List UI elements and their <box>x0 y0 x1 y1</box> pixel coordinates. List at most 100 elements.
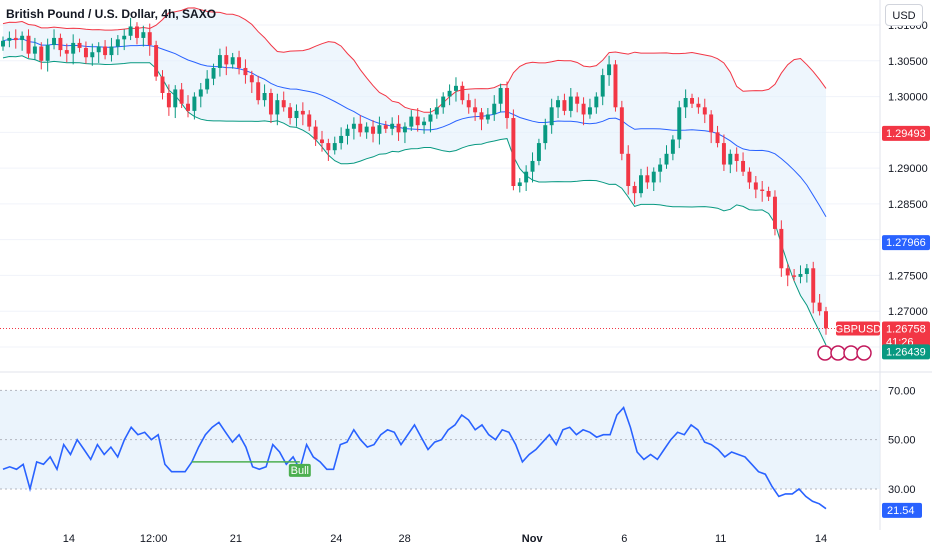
candle <box>217 48 222 77</box>
price-tag-value: 1.26439 <box>886 346 926 358</box>
candle <box>83 41 88 64</box>
bollinger-lower-band <box>2 55 827 346</box>
candle <box>371 120 376 143</box>
candle <box>466 93 471 114</box>
candle <box>154 40 159 81</box>
candle <box>492 95 497 121</box>
event-badges[interactable] <box>817 345 872 361</box>
candle <box>447 84 452 106</box>
candle <box>243 59 248 84</box>
candle <box>402 122 407 144</box>
chart-title: British Pound / U.S. Dollar, 4h, SAXO <box>6 7 216 21</box>
candle <box>134 22 139 45</box>
bollinger-basis-line <box>2 38 827 217</box>
candle <box>568 87 573 118</box>
bollinger-upper-band <box>2 7 827 113</box>
candle <box>186 95 190 118</box>
time-tick-label: 12:00 <box>140 533 168 545</box>
candle <box>249 70 254 93</box>
time-axis[interactable]: 14 12:00 21 24 28 Nov 6 11 14 <box>63 533 827 545</box>
bull-label-text: Bull <box>291 465 309 477</box>
candle <box>619 100 624 161</box>
candle <box>173 85 178 119</box>
bull-label: Bull <box>288 463 311 477</box>
candle <box>434 98 439 119</box>
candle <box>441 92 446 114</box>
candle <box>664 145 669 169</box>
price-tag-value: 1.27966 <box>886 237 926 249</box>
candle <box>479 108 484 131</box>
candle <box>543 118 548 150</box>
candle <box>632 181 637 204</box>
rsi-line[interactable] <box>2 406 827 510</box>
candle <box>658 158 663 183</box>
candle <box>766 186 771 202</box>
candle <box>792 268 797 282</box>
candle <box>71 34 76 65</box>
candle <box>262 84 267 107</box>
price-tick-label: 1.27000 <box>888 306 928 318</box>
candle <box>13 29 18 49</box>
currency-button[interactable]: USD <box>885 4 923 26</box>
candle <box>141 25 146 47</box>
candle <box>326 138 331 161</box>
candle <box>817 294 822 316</box>
candle <box>77 38 82 53</box>
candlestick-series[interactable] <box>1 17 828 335</box>
candle <box>721 134 726 171</box>
svg-text:21.54: 21.54 <box>887 505 915 517</box>
candle <box>288 103 293 125</box>
candle <box>358 115 363 137</box>
candle <box>313 120 318 146</box>
candle <box>192 92 197 120</box>
candle <box>511 109 516 191</box>
candle <box>230 52 235 69</box>
candle <box>1 36 5 51</box>
rsi-value-tag: 21.54 <box>882 502 922 518</box>
candle <box>339 127 344 150</box>
candle <box>179 82 184 109</box>
time-tick-label: 14 <box>63 533 75 545</box>
price-tag: 1.26439 <box>882 344 930 360</box>
candle <box>505 81 509 129</box>
candle <box>613 60 618 112</box>
candle <box>811 261 816 314</box>
candle <box>772 190 777 236</box>
candle <box>715 125 720 148</box>
time-tick-label: 11 <box>715 533 726 545</box>
price-tag-value: 1.29493 <box>886 128 926 140</box>
rsi-axis: 70.00 50.00 30.00 21.54 <box>882 385 922 518</box>
candle <box>256 75 261 105</box>
candle <box>670 135 675 161</box>
candle <box>728 149 733 174</box>
price-tag-symbol: GBPUSD <box>835 324 882 336</box>
rsi-tick-label: 70.00 <box>888 385 916 397</box>
time-tick-label: 6 <box>621 533 627 545</box>
candle <box>96 42 101 63</box>
candle <box>415 108 420 132</box>
price-tick-label: 1.28500 <box>888 199 928 211</box>
candle <box>52 29 57 50</box>
candle <box>760 180 765 202</box>
candle <box>798 265 803 284</box>
candle <box>205 70 210 94</box>
candle <box>422 117 427 134</box>
candle <box>281 91 286 112</box>
candle <box>696 97 701 114</box>
candle <box>804 263 809 283</box>
candle <box>428 108 433 133</box>
time-tick-label: 14 <box>815 533 827 545</box>
candle <box>294 104 299 127</box>
price-axis[interactable]: 1.310001.305001.300001.295001.290001.285… <box>888 20 928 354</box>
candle <box>396 115 401 141</box>
time-tick-label: Nov <box>522 533 544 545</box>
candle <box>364 122 369 139</box>
candle <box>268 88 273 124</box>
candle <box>549 98 554 134</box>
candle <box>383 120 388 134</box>
candle <box>160 70 165 100</box>
candle <box>702 98 707 124</box>
candle <box>485 108 490 124</box>
time-tick-label: 24 <box>330 533 342 545</box>
candle <box>64 43 69 63</box>
